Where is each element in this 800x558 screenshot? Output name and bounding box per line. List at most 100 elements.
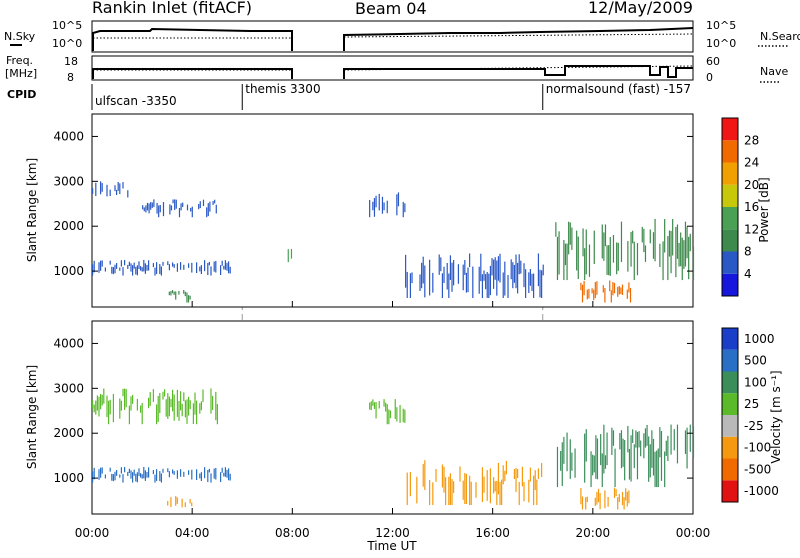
echo-cell: [223, 472, 225, 477]
echo-cell: [686, 226, 688, 259]
echo-cell: [531, 273, 533, 291]
echo-cell: [633, 241, 635, 281]
echo-cell: [445, 477, 447, 506]
echo-cell: [601, 453, 603, 488]
echo-cell: [441, 464, 444, 488]
echo-cell: [462, 480, 464, 500]
echo-cell: [135, 473, 137, 482]
echo-cell: [191, 502, 193, 507]
echo-cell: [138, 468, 140, 477]
colorbar-tick-label: 24: [744, 156, 759, 170]
echo-cell: [483, 476, 485, 493]
echo-cell: [576, 230, 578, 271]
echo-cell: [496, 260, 498, 296]
echo-cell: [220, 472, 222, 483]
echo-cell: [389, 410, 392, 419]
echo-cell: [160, 473, 162, 483]
velocity-echo-regions: [92, 388, 695, 510]
nsearch-trace: [93, 33, 694, 39]
echo-cell: [183, 289, 185, 294]
echo-cell: [678, 242, 680, 267]
echo-cell: [114, 185, 116, 192]
echo-cell: [493, 477, 495, 494]
echo-cell: [148, 260, 150, 271]
time-axis-label: Time UT: [366, 539, 417, 553]
echo-cell: [571, 227, 573, 250]
x-tick-label: 12:00: [375, 526, 410, 540]
echo-cell: [513, 469, 516, 479]
echo-cell: [372, 399, 374, 406]
echo-cell: [178, 401, 180, 421]
echo-cell: [523, 263, 525, 288]
echo-cell: [178, 290, 180, 295]
nsky-tick-top: 10^5: [52, 19, 82, 32]
echo-cell: [187, 295, 190, 303]
echo-cell: [429, 259, 431, 296]
echo-cell: [689, 424, 691, 452]
echo-cell: [399, 404, 401, 423]
echo-cell: [409, 472, 412, 497]
echo-cell: [601, 224, 603, 259]
echo-cell: [162, 468, 164, 473]
echo-cell: [409, 273, 412, 299]
echo-cell: [170, 497, 172, 508]
echo-cell: [183, 392, 185, 402]
echo-cell: [462, 264, 464, 291]
echo-cell: [128, 405, 130, 425]
y-tick-label: 3000: [53, 174, 84, 188]
echo-cell: [628, 282, 630, 293]
echo-cell: [640, 440, 642, 457]
echo-cell: [597, 488, 600, 503]
echo-cell: [168, 291, 170, 296]
echo-cell: [609, 237, 611, 276]
echo-cell: [656, 450, 658, 488]
colorbar-tick-label: 12: [744, 222, 759, 236]
echo-cell: [593, 289, 595, 301]
echo-cell: [176, 389, 178, 417]
nsky-tick-bottom: 10^0: [52, 37, 82, 50]
echo-cell: [528, 479, 530, 503]
echo-cell: [627, 241, 629, 272]
x-tick-label: 04:00: [175, 526, 210, 540]
echo-cell: [659, 243, 661, 267]
echo-cell: [493, 259, 495, 289]
echo-cell: [109, 399, 111, 415]
echo-cell: [467, 267, 469, 293]
echo-cell: [216, 404, 218, 425]
echo-cell: [644, 428, 647, 448]
echo-cell: [438, 254, 440, 275]
echo-cell: [199, 266, 201, 272]
echo-cell: [649, 229, 651, 244]
echo-cell: [180, 262, 182, 270]
echo-cell: [583, 280, 585, 296]
echo-cell: [149, 392, 151, 406]
echo-cell: [210, 388, 212, 414]
echo-cell: [173, 291, 175, 295]
colorbar-cell: [722, 140, 738, 163]
echo-cell: [517, 262, 519, 294]
echo-cell: [112, 267, 114, 275]
echo-cell: [528, 272, 530, 293]
echo-cell: [135, 266, 137, 275]
echo-cell: [138, 261, 140, 270]
echo-cell: [189, 499, 191, 504]
colorbar-cell: [722, 184, 738, 207]
echo-cell: [499, 253, 501, 283]
time-axis: 00:00 04:00 08:00 12:00 16:00 20:00 00:00: [75, 301, 710, 540]
echo-cell: [153, 199, 155, 207]
echo-cell: [443, 466, 445, 493]
freq-label-2: [MHz]: [5, 67, 37, 80]
echo-cell: [619, 433, 621, 450]
power-ylabel: Slant Range [km]: [25, 158, 39, 262]
echo-cell: [686, 427, 688, 469]
echo-cell: [582, 228, 584, 257]
colorbar-cell: [722, 480, 738, 502]
echo-cell: [604, 455, 607, 469]
echo-cell: [662, 241, 664, 281]
echo-cell: [112, 474, 114, 482]
echo-cell: [681, 237, 683, 281]
echo-cell: [189, 400, 191, 410]
echo-cell: [229, 266, 231, 274]
echo-cell: [518, 481, 520, 506]
echo-cell: [375, 195, 377, 208]
